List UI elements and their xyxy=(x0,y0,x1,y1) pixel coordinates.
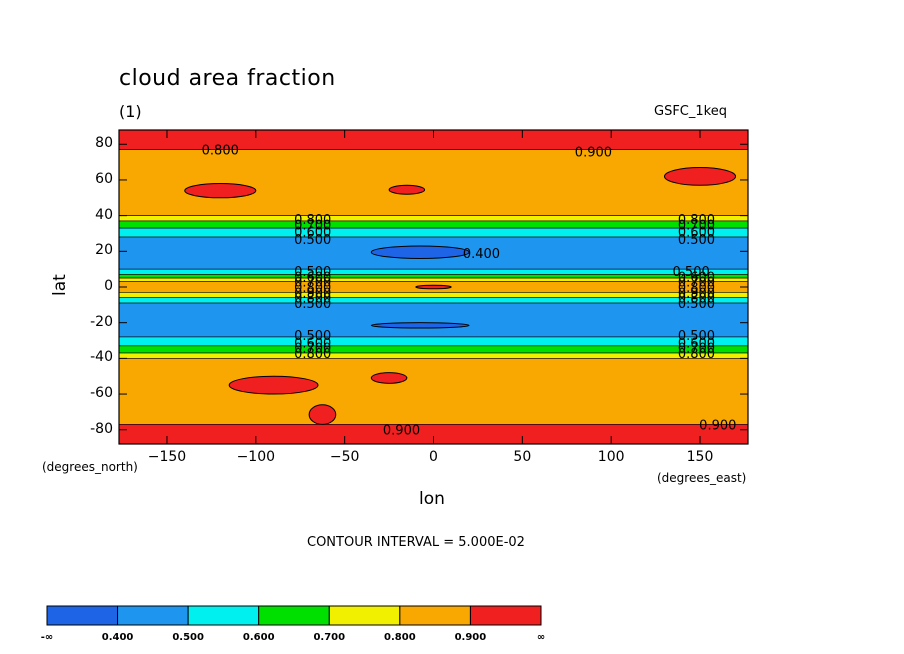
chart-subtitle: (1) xyxy=(119,102,142,121)
contour-label: 0.800 xyxy=(678,213,715,228)
y-tick-label: 0 xyxy=(104,278,113,294)
colorbar-swatch xyxy=(117,605,189,626)
contour-label: 0.500 xyxy=(294,297,331,312)
colorbar-label: -∞ xyxy=(41,632,53,643)
contour-label: 0.900 xyxy=(699,418,736,433)
contour-label: 0.700 xyxy=(678,219,715,234)
contour-label: 0.500 xyxy=(294,233,331,248)
contour-patch xyxy=(370,245,470,259)
contour-label: 0.700 xyxy=(294,276,331,291)
colorbar-label: 0.500 xyxy=(172,632,204,643)
contour-label: 0.800 xyxy=(678,292,715,307)
contour-label: 0.400 xyxy=(463,247,500,262)
y-tick-label: 40 xyxy=(95,206,113,223)
contour-label: 0.600 xyxy=(678,270,715,285)
contour-label: 0.600 xyxy=(294,336,331,351)
contour-patch xyxy=(415,284,452,290)
contour-label: 0.600 xyxy=(294,270,331,285)
contour-band xyxy=(118,149,749,216)
y-tick-label: 60 xyxy=(95,170,113,187)
contour-patch xyxy=(308,404,337,425)
x-tick-label: −150 xyxy=(147,449,187,465)
x-tick-label: 100 xyxy=(597,449,625,465)
x-tick-label: 150 xyxy=(686,449,714,465)
contour-interval-note: CONTOUR INTERVAL = 5.000E-02 xyxy=(307,535,525,550)
chart-title: cloud area fraction xyxy=(119,66,336,91)
y-tick-label: -60 xyxy=(90,385,113,402)
contour-label: 0.500 xyxy=(673,265,710,280)
y-tick-label: -80 xyxy=(90,420,113,437)
contour-band xyxy=(118,292,749,299)
colorbar-label: 0.400 xyxy=(102,632,134,643)
y-tick-label: -20 xyxy=(90,313,113,330)
contour-patch xyxy=(370,372,408,384)
contour-band xyxy=(118,220,749,229)
contour-label: 0.700 xyxy=(294,342,331,357)
x-tick-label: 50 xyxy=(513,449,532,465)
contour-label: 0.800 xyxy=(294,213,331,228)
contour-band xyxy=(118,215,749,222)
x-tick-label: −50 xyxy=(329,449,360,465)
contour-band xyxy=(118,345,749,354)
contour-patch xyxy=(388,184,426,195)
contour-patch xyxy=(370,322,470,329)
contour-label: 0.700 xyxy=(294,219,331,234)
contour-label: 0.800 xyxy=(202,144,239,159)
contour-band xyxy=(118,277,749,282)
contour-label: 0.700 xyxy=(678,342,715,357)
colorbar-swatch xyxy=(46,605,119,626)
x-tick-label: −100 xyxy=(236,449,276,465)
contour-patch xyxy=(663,166,737,186)
contour-label: 0.800 xyxy=(678,281,715,296)
y-tick-label: 20 xyxy=(95,242,113,259)
colorbar-label: 0.900 xyxy=(455,632,487,643)
x-units-label: (degrees_east) xyxy=(657,471,747,485)
contour-label: 0.900 xyxy=(383,424,420,439)
x-tick-label: 0 xyxy=(429,449,438,465)
colorbar-swatch xyxy=(187,605,260,626)
contour-label: 0.800 xyxy=(294,347,331,362)
contour-label: 0.800 xyxy=(294,292,331,307)
colorbar-label: 0.600 xyxy=(243,632,275,643)
colorbar-label: 0.800 xyxy=(384,632,416,643)
contour-patch xyxy=(228,375,319,395)
colorbar-swatch xyxy=(258,605,330,626)
contour-label: 0.500 xyxy=(678,297,715,312)
x-axis-label: lon xyxy=(419,489,445,509)
contour-band xyxy=(118,268,749,275)
colorbar-swatch xyxy=(328,605,401,626)
contour-band xyxy=(118,227,749,238)
colorbar-label: 0.700 xyxy=(313,632,345,643)
contour-band xyxy=(118,302,749,338)
contour-band xyxy=(118,274,749,279)
contour-label: 0.500 xyxy=(294,329,331,344)
contour-label: 0.600 xyxy=(678,226,715,241)
contour-band xyxy=(118,336,749,347)
dataset-label: GSFC_1keq xyxy=(654,104,727,119)
contour-patch xyxy=(184,183,257,199)
contour-band xyxy=(118,297,749,304)
contour-label: 0.600 xyxy=(678,336,715,351)
contour-label: 0.900 xyxy=(294,286,331,301)
y-tick-label: 80 xyxy=(95,135,113,152)
contour-label: 0.600 xyxy=(294,226,331,241)
y-tick-label: -40 xyxy=(90,349,113,366)
colorbar-label: ∞ xyxy=(537,632,545,643)
colorbar-swatch xyxy=(469,605,542,626)
contour-band xyxy=(118,358,749,425)
contour-label: 0.500 xyxy=(294,265,331,280)
colorbar-swatch xyxy=(399,605,471,626)
contour-label: 0.900 xyxy=(575,145,612,160)
y-units-label: (degrees_north) xyxy=(42,460,138,474)
contour-label: 0.800 xyxy=(678,347,715,362)
contour-band xyxy=(118,352,749,359)
contour-label: 0.800 xyxy=(294,281,331,296)
contour-label: 0.500 xyxy=(678,329,715,344)
contour-label: 0.700 xyxy=(678,276,715,291)
contour-label: 0.900 xyxy=(678,286,715,301)
contour-label: 0.500 xyxy=(678,233,715,248)
